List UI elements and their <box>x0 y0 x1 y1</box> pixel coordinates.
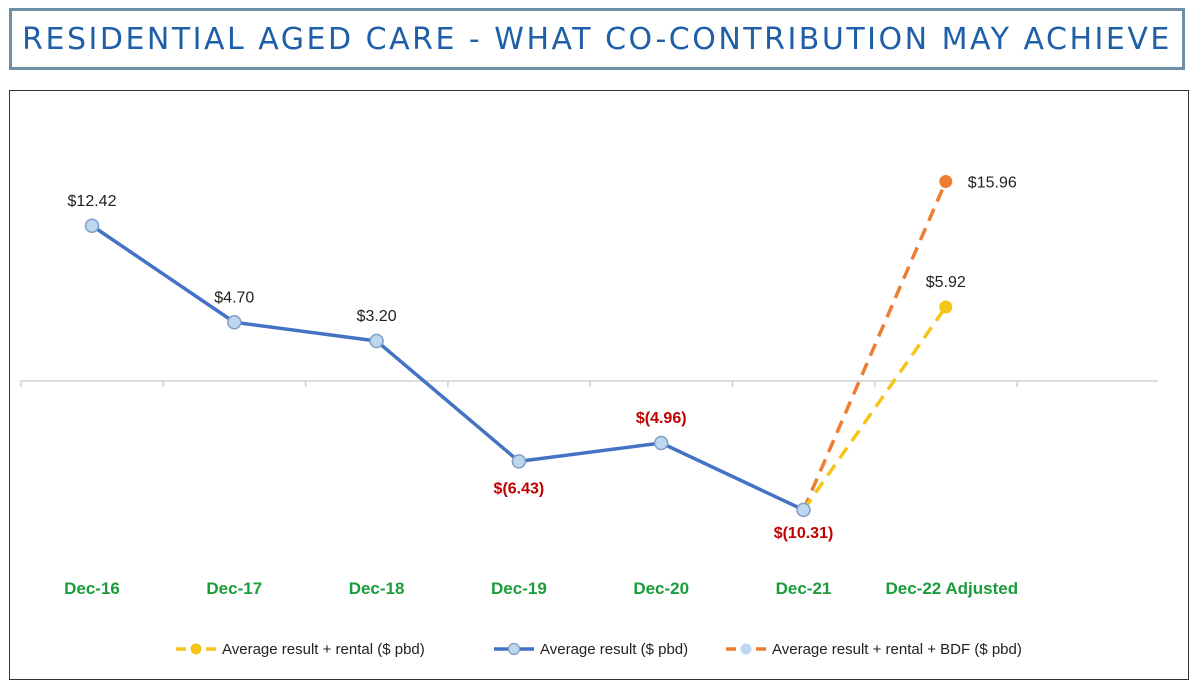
main-series-segment <box>232 320 379 343</box>
legend-label: Average result ($ pbd) <box>540 641 688 658</box>
main-series-data-label: $12.42 <box>68 193 117 210</box>
page-title: RESIDENTIAL AGED CARE - WHAT CO-CONTRIBU… <box>22 21 1172 57</box>
rental-series-data-label: $5.92 <box>926 274 966 291</box>
rental-series-segment <box>802 305 948 511</box>
main-series-segment <box>659 441 806 512</box>
main-series-data-label: $(10.31) <box>774 525 834 542</box>
main-series-segment <box>374 339 521 464</box>
category-label: Dec-18 <box>349 579 405 598</box>
main-series-data-label: $4.70 <box>214 289 254 306</box>
category-label: Dec-20 <box>633 579 689 598</box>
category-label: Dec-21 <box>776 579 832 598</box>
main-series-segment <box>90 224 237 324</box>
main-series-data-label: $(6.43) <box>494 480 545 497</box>
chart-frame: Dec-16 Dec-17 Dec-18 Dec-19 Dec-20 Dec-21 Dec-… <box>9 90 1189 680</box>
line-chart: Dec-16 Dec-17 Dec-18 Dec-19 Dec-20 Dec-21 Dec-… <box>20 175 1158 658</box>
category-label: Dec-17 <box>206 579 262 598</box>
main-series-point <box>84 218 100 233</box>
legend-label: Average result + rental ($ pbd) <box>222 641 425 658</box>
legend-swatch-marker <box>740 643 752 655</box>
main-series-data-label: $(4.96) <box>636 410 687 427</box>
main-series-point <box>796 502 811 518</box>
main-series-segment <box>517 441 663 464</box>
bdf-series-segment <box>801 180 948 511</box>
category-label: Dec-22 Adjusted <box>886 579 1019 598</box>
bdf-series-point <box>939 175 953 188</box>
category-label: Dec-19 <box>491 579 547 598</box>
category-label: Dec-16 <box>64 579 120 598</box>
legend-swatch-marker <box>190 643 202 655</box>
main-series-point <box>511 454 527 469</box>
main-series-point <box>653 435 669 451</box>
main-series-point <box>369 333 384 349</box>
title-banner: RESIDENTIAL AGED CARE - WHAT CO-CONTRIBU… <box>9 8 1185 70</box>
bdf-series-data-label: $15.96 <box>968 175 1017 192</box>
legend-swatch-marker <box>507 642 521 656</box>
legend-label: Average result + rental + BDF ($ pbd) <box>772 641 1022 658</box>
main-series-data-label: $3.20 <box>357 308 397 325</box>
main-series-point <box>227 315 242 330</box>
rental-series-point <box>939 300 953 314</box>
